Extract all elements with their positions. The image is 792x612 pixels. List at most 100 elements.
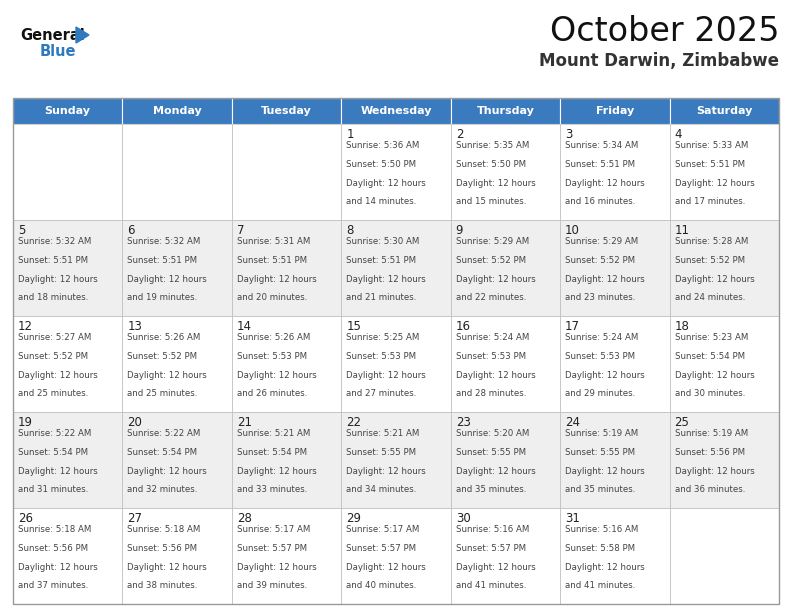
- Text: Sunrise: 5:22 AM: Sunrise: 5:22 AM: [18, 429, 91, 438]
- Bar: [123, 412, 232, 508]
- Bar: [13, 98, 123, 124]
- Text: Daylight: 12 hours: Daylight: 12 hours: [675, 179, 754, 188]
- Text: and 39 minutes.: and 39 minutes.: [237, 581, 307, 591]
- Text: Daylight: 12 hours: Daylight: 12 hours: [675, 466, 754, 476]
- Text: and 25 minutes.: and 25 minutes.: [128, 389, 198, 398]
- Bar: [232, 98, 341, 124]
- Bar: [669, 316, 779, 412]
- Text: Sunrise: 5:16 AM: Sunrise: 5:16 AM: [455, 525, 529, 534]
- Text: Sunset: 5:52 PM: Sunset: 5:52 PM: [455, 256, 526, 265]
- Text: and 21 minutes.: and 21 minutes.: [346, 293, 417, 302]
- Text: Sunset: 5:53 PM: Sunset: 5:53 PM: [565, 352, 635, 361]
- Bar: [341, 98, 451, 124]
- Text: 23: 23: [455, 416, 470, 429]
- Text: and 24 minutes.: and 24 minutes.: [675, 293, 745, 302]
- Bar: [560, 124, 669, 220]
- Bar: [669, 98, 779, 124]
- Text: Sunset: 5:54 PM: Sunset: 5:54 PM: [675, 352, 744, 361]
- Text: Daylight: 12 hours: Daylight: 12 hours: [565, 275, 645, 283]
- Text: and 17 minutes.: and 17 minutes.: [675, 198, 745, 206]
- Text: Sunrise: 5:17 AM: Sunrise: 5:17 AM: [346, 525, 420, 534]
- Text: Saturday: Saturday: [696, 106, 752, 116]
- Text: and 32 minutes.: and 32 minutes.: [128, 485, 198, 494]
- Bar: [560, 220, 669, 316]
- Text: and 35 minutes.: and 35 minutes.: [565, 485, 635, 494]
- Text: 19: 19: [18, 416, 33, 429]
- Text: Daylight: 12 hours: Daylight: 12 hours: [565, 466, 645, 476]
- Bar: [13, 220, 123, 316]
- Text: Sunset: 5:53 PM: Sunset: 5:53 PM: [346, 352, 417, 361]
- Bar: [560, 508, 669, 604]
- Text: and 26 minutes.: and 26 minutes.: [237, 389, 307, 398]
- Text: Tuesday: Tuesday: [261, 106, 312, 116]
- Bar: [123, 508, 232, 604]
- Text: Sunset: 5:56 PM: Sunset: 5:56 PM: [18, 544, 88, 553]
- Text: Sunset: 5:51 PM: Sunset: 5:51 PM: [128, 256, 197, 265]
- Text: Sunset: 5:53 PM: Sunset: 5:53 PM: [455, 352, 526, 361]
- Text: Sunrise: 5:17 AM: Sunrise: 5:17 AM: [237, 525, 310, 534]
- Bar: [341, 220, 451, 316]
- Text: Daylight: 12 hours: Daylight: 12 hours: [18, 275, 97, 283]
- Text: Daylight: 12 hours: Daylight: 12 hours: [455, 179, 535, 188]
- Text: Sunrise: 5:23 AM: Sunrise: 5:23 AM: [675, 333, 748, 342]
- Text: 29: 29: [346, 512, 361, 525]
- Text: Sunset: 5:55 PM: Sunset: 5:55 PM: [346, 448, 417, 457]
- Bar: [123, 124, 232, 220]
- Text: Sunrise: 5:27 AM: Sunrise: 5:27 AM: [18, 333, 91, 342]
- Text: Daylight: 12 hours: Daylight: 12 hours: [455, 466, 535, 476]
- Text: Sunrise: 5:18 AM: Sunrise: 5:18 AM: [18, 525, 91, 534]
- Text: 15: 15: [346, 320, 361, 333]
- Text: 17: 17: [565, 320, 581, 333]
- Bar: [341, 316, 451, 412]
- Text: and 41 minutes.: and 41 minutes.: [565, 581, 635, 591]
- Text: 27: 27: [128, 512, 143, 525]
- Bar: [451, 98, 560, 124]
- Bar: [451, 220, 560, 316]
- Text: Daylight: 12 hours: Daylight: 12 hours: [346, 275, 426, 283]
- Text: Sunset: 5:52 PM: Sunset: 5:52 PM: [565, 256, 635, 265]
- Text: Daylight: 12 hours: Daylight: 12 hours: [455, 275, 535, 283]
- Text: 12: 12: [18, 320, 33, 333]
- Text: Sunset: 5:55 PM: Sunset: 5:55 PM: [565, 448, 635, 457]
- Text: 5: 5: [18, 224, 25, 237]
- Text: 7: 7: [237, 224, 245, 237]
- Text: and 18 minutes.: and 18 minutes.: [18, 293, 89, 302]
- Text: Sunset: 5:52 PM: Sunset: 5:52 PM: [675, 256, 744, 265]
- Text: 2: 2: [455, 128, 463, 141]
- Text: and 34 minutes.: and 34 minutes.: [346, 485, 417, 494]
- Text: and 15 minutes.: and 15 minutes.: [455, 198, 526, 206]
- Text: Sunset: 5:54 PM: Sunset: 5:54 PM: [128, 448, 197, 457]
- Text: Sunset: 5:58 PM: Sunset: 5:58 PM: [565, 544, 635, 553]
- Text: Sunrise: 5:20 AM: Sunrise: 5:20 AM: [455, 429, 529, 438]
- Text: Daylight: 12 hours: Daylight: 12 hours: [565, 179, 645, 188]
- Text: Sunset: 5:51 PM: Sunset: 5:51 PM: [675, 160, 744, 169]
- Text: Sunrise: 5:29 AM: Sunrise: 5:29 AM: [455, 237, 529, 246]
- Text: Blue: Blue: [40, 44, 77, 59]
- Text: Sunset: 5:50 PM: Sunset: 5:50 PM: [346, 160, 417, 169]
- Text: Sunrise: 5:30 AM: Sunrise: 5:30 AM: [346, 237, 420, 246]
- Text: Sunset: 5:51 PM: Sunset: 5:51 PM: [346, 256, 417, 265]
- Bar: [123, 98, 232, 124]
- Bar: [13, 316, 123, 412]
- Text: Sunrise: 5:19 AM: Sunrise: 5:19 AM: [675, 429, 748, 438]
- Bar: [123, 316, 232, 412]
- Text: and 23 minutes.: and 23 minutes.: [565, 293, 635, 302]
- Text: and 20 minutes.: and 20 minutes.: [237, 293, 307, 302]
- Text: Sunrise: 5:28 AM: Sunrise: 5:28 AM: [675, 237, 748, 246]
- Text: 18: 18: [675, 320, 690, 333]
- Text: Sunrise: 5:34 AM: Sunrise: 5:34 AM: [565, 141, 638, 150]
- Bar: [451, 124, 560, 220]
- Text: and 27 minutes.: and 27 minutes.: [346, 389, 417, 398]
- Bar: [232, 220, 341, 316]
- Text: and 33 minutes.: and 33 minutes.: [237, 485, 307, 494]
- Text: Sunset: 5:52 PM: Sunset: 5:52 PM: [18, 352, 88, 361]
- Bar: [669, 412, 779, 508]
- Text: Daylight: 12 hours: Daylight: 12 hours: [18, 371, 97, 379]
- Text: Daylight: 12 hours: Daylight: 12 hours: [237, 562, 317, 572]
- Text: 4: 4: [675, 128, 682, 141]
- Text: Sunset: 5:57 PM: Sunset: 5:57 PM: [455, 544, 526, 553]
- Bar: [451, 508, 560, 604]
- Text: Daylight: 12 hours: Daylight: 12 hours: [237, 275, 317, 283]
- Bar: [13, 412, 123, 508]
- Text: Sunrise: 5:16 AM: Sunrise: 5:16 AM: [565, 525, 638, 534]
